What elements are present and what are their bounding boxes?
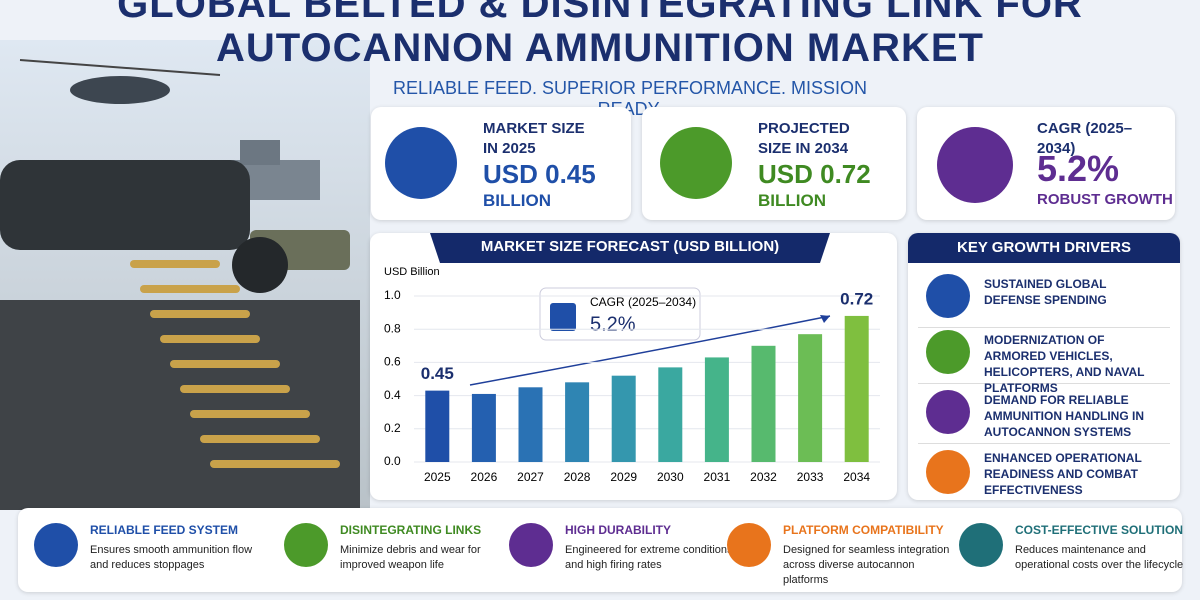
annotation: 0.45: [421, 364, 454, 383]
y-tick-label: 0.2: [384, 421, 401, 435]
title: AUTOCANNON AMMUNITION MARKET: [216, 26, 984, 70]
chart-title: MARKET SIZE FORECAST (USD BILLION): [481, 238, 779, 255]
feature-text: Reduces maintenance and operational cost…: [1015, 544, 1184, 571]
bar: [751, 345, 776, 462]
axis-label: USD Billion: [384, 266, 440, 278]
bar: [518, 387, 543, 462]
title: GLOBAL BELTED & DISINTEGRATING LINK FOR: [117, 0, 1083, 26]
feature-text: Minimize debris and wear for improved we…: [340, 544, 481, 571]
bar: [658, 367, 683, 462]
bar: [704, 357, 729, 462]
stat-label: MARKET SIZE IN 2025: [483, 120, 585, 157]
stat-label: CAGR (2025–2034): [1037, 120, 1133, 157]
bar: [471, 393, 496, 462]
x-tick-label: 2033: [797, 470, 824, 484]
bar: [425, 390, 450, 462]
inset-label: CAGR (2025–2034): [590, 295, 696, 309]
feature: RELIABLE FEED SYSTEM Ensures smooth ammun…: [30, 515, 265, 590]
x-tick-label: 2031: [704, 470, 731, 484]
feature-text: Designed for seamless integration across…: [783, 544, 950, 586]
feature-text: Engineered for extreme conditions and hi…: [565, 544, 733, 571]
annotation: 0.72: [840, 289, 873, 308]
x-tick-label: 2030: [657, 470, 684, 484]
bar: [611, 375, 636, 462]
feature-text: Ensures smooth ammunition flow and reduc…: [90, 544, 253, 571]
x-tick-label: 2028: [564, 470, 591, 484]
x-tick-label: 2025: [424, 470, 451, 484]
x-tick-label: 2026: [471, 470, 498, 484]
driver-text: MODERNIZATION OF ARMORED VEHICLES, HELIC…: [984, 333, 1145, 395]
stat-note: BILLION: [483, 191, 551, 210]
feature-title: DISINTEGRATING LINKS: [340, 523, 482, 537]
driver-text: SUSTAINED GLOBAL DEFENSE SPENDING: [984, 277, 1107, 307]
stat-card: MARKET SIZE IN 2025 USD 0.45 BILLION: [371, 107, 631, 220]
x-tick-label: 2032: [750, 470, 777, 484]
inset-value: 5.2%: [590, 313, 636, 335]
driver: ENHANCED OPERATIONAL READINESS AND COMBA…: [918, 446, 1170, 502]
stat-card: PROJECTED SIZE IN 2034 USD 0.72 BILLION: [642, 107, 906, 220]
feature-title: RELIABLE FEED SYSTEM: [90, 523, 239, 537]
hero-image: [0, 40, 370, 510]
driver: DEMAND FOR RELIABLE AMMUNITION HANDLING …: [918, 388, 1170, 444]
feature-title: HIGH DURABILITY: [565, 523, 671, 537]
stat-value: 5.2%: [1037, 148, 1120, 189]
feature: DISINTEGRATING LINKS Minimize debris and …: [280, 515, 515, 590]
stat-value: USD 0.72: [758, 159, 871, 189]
x-tick-label: 2027: [517, 470, 544, 484]
drivers-title: KEY GROWTH DRIVERS: [908, 233, 1180, 263]
x-tick-label: 2029: [610, 470, 637, 484]
y-tick-label: 0.6: [384, 355, 401, 369]
driver: SUSTAINED GLOBAL DEFENSE SPENDING: [918, 272, 1170, 328]
feature-title: PLATFORM COMPATIBILITY: [783, 523, 944, 537]
stat-value: USD 0.45: [483, 159, 596, 189]
x-tick-label: 2034: [843, 470, 870, 484]
driver-text: DEMAND FOR RELIABLE AMMUNITION HANDLING …: [984, 393, 1144, 439]
driver-text: ENHANCED OPERATIONAL READINESS AND COMBA…: [984, 451, 1142, 497]
chart: MARKET SIZE FORECAST (USD BILLION) USD B…: [384, 233, 880, 484]
stat-label: PROJECTED SIZE IN 2034: [758, 120, 850, 157]
stat-note: ROBUST GROWTH: [1037, 191, 1173, 208]
feature-title: COST-EFFECTIVE SOLUTION: [1015, 523, 1184, 537]
stat-note: BILLION: [758, 191, 826, 210]
bar: [565, 382, 590, 462]
y-tick-label: 1.0: [384, 288, 401, 302]
bar: [798, 334, 823, 462]
bar: [844, 315, 869, 462]
y-tick-label: 0.8: [384, 321, 401, 335]
y-tick-label: 0.4: [384, 388, 401, 402]
y-tick-label: 0.0: [384, 454, 401, 468]
feature: PLATFORM COMPATIBILITY Designed for seaml…: [723, 515, 958, 590]
feature: HIGH DURABILITY Engineered for extreme co…: [505, 515, 740, 590]
chart-panel: MARKET SIZE FORECAST (USD BILLION) USD B…: [370, 233, 897, 500]
stat-card: CAGR (2025–2034) 5.2% ROBUST GROWTH: [917, 107, 1175, 220]
feature: COST-EFFECTIVE SOLUTION Reduces maintenan…: [955, 515, 1190, 590]
driver: MODERNIZATION OF ARMORED VEHICLES, HELIC…: [918, 328, 1170, 395]
